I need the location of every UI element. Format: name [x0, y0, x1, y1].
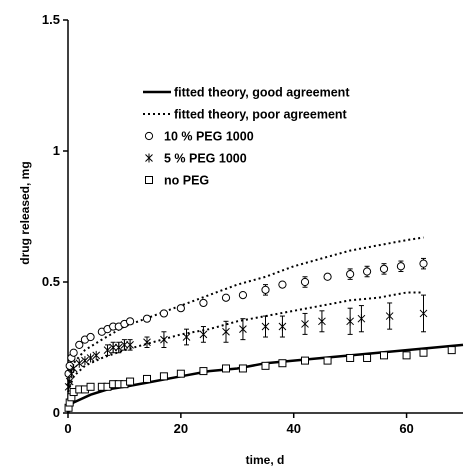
asterisk-marker [346, 316, 354, 326]
circle-marker [396, 262, 406, 271]
circle-marker [300, 277, 310, 287]
chart-axes: 0 0.5 1 1.5 0 20 40 60 [42, 12, 463, 436]
square-marker [145, 176, 153, 184]
square-marker [323, 356, 332, 365]
x-tick-label: 20 [174, 421, 188, 436]
square-marker [86, 382, 95, 391]
circle-marker [176, 304, 185, 313]
asterisk-marker [109, 343, 117, 352]
circle-marker [86, 332, 95, 342]
data-points [64, 257, 456, 412]
fit-lines [66, 236, 464, 414]
fit-line-poor [67, 236, 424, 382]
square-marker [199, 367, 208, 376]
circle-marker [65, 361, 74, 370]
legend-label: fitted theory, poor agreement [174, 108, 348, 122]
circle-marker [238, 291, 248, 300]
asterisk-marker [278, 322, 287, 332]
square-marker [126, 377, 135, 386]
asterisk-marker [103, 345, 112, 355]
square-marker [402, 351, 411, 360]
asterisk-marker [145, 153, 153, 163]
asterisk-marker [81, 356, 89, 366]
fit-line-poor [67, 291, 424, 393]
y-tick-label: 0.5 [42, 274, 60, 289]
square-marker [176, 369, 185, 378]
square-marker [159, 372, 168, 381]
asterisk-marker [385, 311, 394, 321]
asterisk-marker [126, 340, 134, 350]
square-marker [301, 356, 309, 365]
asterisk-marker [318, 316, 326, 326]
asterisk-marker [143, 337, 151, 347]
legend-label: no PEG [164, 174, 209, 188]
asterisk-marker [239, 324, 247, 334]
square-marker [380, 351, 388, 360]
asterisk-marker [222, 327, 230, 337]
asterisk-marker [199, 329, 208, 339]
y-tick-label: 1.5 [42, 12, 60, 27]
circle-marker [346, 270, 355, 279]
asterisk-marker [86, 353, 95, 363]
y-axis-title: drug released, mg [18, 161, 32, 264]
circle-marker [323, 272, 332, 281]
legend: fitted theory, good agreement fitted theo… [143, 86, 350, 188]
square-marker [346, 353, 355, 362]
legend-label: fitted theory, good agreement [174, 86, 350, 100]
circle-marker [125, 317, 135, 326]
circle-marker [362, 267, 372, 276]
asterisk-marker [160, 335, 168, 345]
circle-marker [199, 298, 208, 308]
circle-marker [419, 259, 428, 268]
y-tick-label: 0 [53, 405, 60, 420]
square-marker [222, 364, 230, 373]
asterisk-marker [419, 308, 428, 318]
asterisk-marker [65, 377, 74, 387]
circle-marker [261, 285, 270, 294]
square-marker [419, 348, 428, 357]
asterisk-marker [261, 322, 270, 332]
circle-marker [69, 348, 78, 357]
asterisk-marker [182, 332, 191, 342]
x-tick-label: 40 [286, 421, 300, 436]
asterisk-marker [120, 340, 129, 350]
circle-marker [159, 309, 169, 318]
legend-label: 5 % PEG 1000 [164, 152, 247, 166]
legend-label: 10 % PEG 1000 [164, 130, 254, 144]
square-marker [278, 359, 287, 368]
asterisk-marker [114, 343, 123, 352]
asterisk-marker [75, 358, 84, 368]
square-marker [261, 361, 270, 370]
circle-marker [278, 280, 287, 289]
asterisk-marker [92, 350, 101, 360]
circle-marker [75, 340, 84, 349]
square-marker [447, 346, 456, 355]
circle-marker [142, 314, 152, 323]
asterisk-marker [301, 319, 309, 329]
square-marker [363, 353, 372, 362]
x-tick-label: 60 [399, 421, 413, 436]
y-tick-label: 1 [53, 143, 60, 158]
circle-marker [379, 264, 389, 273]
fit-line-good [66, 343, 464, 414]
x-axis-title: time, d [246, 453, 285, 467]
circle-marker [221, 293, 231, 302]
square-marker [143, 374, 151, 383]
circle-marker [144, 131, 154, 141]
square-marker [238, 364, 247, 373]
x-tick-label: 0 [64, 421, 71, 436]
asterisk-marker [357, 314, 366, 324]
